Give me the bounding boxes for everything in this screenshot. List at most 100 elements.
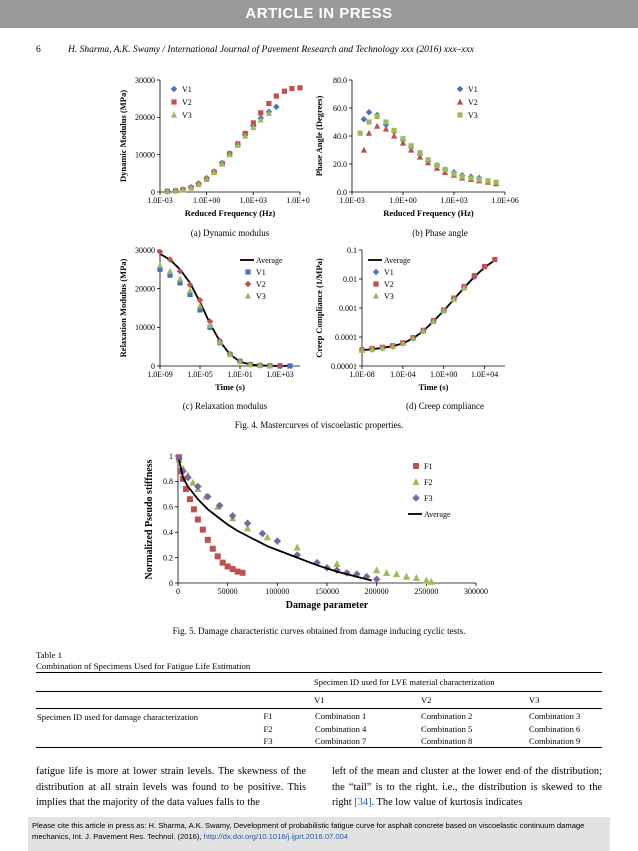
data-point-v2 — [382, 125, 390, 132]
data-point-f2 — [373, 566, 381, 574]
data-point-v2 — [276, 362, 284, 370]
y-axis-title: Dynamic Modulus (MPa) — [118, 90, 128, 182]
legend-label-v2: V2 — [384, 280, 394, 289]
data-point-v2 — [258, 110, 264, 116]
data-point-v1 — [273, 103, 280, 111]
figure-4-caption: Fig. 4. Mastercurves of viscoelastic pro… — [234, 420, 404, 430]
legend-label-average: Average — [424, 510, 451, 519]
legend-label-f3: F3 — [424, 494, 432, 503]
data-point-v3 — [196, 302, 204, 309]
data-point-v3 — [266, 362, 274, 369]
y-tick-label: 40.0 — [333, 132, 347, 141]
legend-label-v2: V2 — [256, 280, 266, 289]
data-point-v1 — [360, 115, 368, 123]
data-point-v2 — [373, 122, 381, 129]
data-point-v2 — [266, 100, 272, 107]
x-tick-label: 1.0E+00 — [430, 370, 457, 379]
data-point-v3 — [164, 187, 171, 194]
body-text-right: left of the mean and cluster at the lowe… — [332, 764, 602, 811]
data-point-f2 — [427, 577, 435, 585]
y-tick-label: 0.2 — [163, 553, 173, 562]
data-point-f1 — [186, 496, 193, 503]
y-tick-label: 0.8 — [163, 477, 173, 486]
x-tick-label: 1.0E+06 — [491, 196, 518, 205]
y-tick-label: 0 — [169, 579, 173, 588]
y-tick-label: 10000 — [135, 150, 155, 159]
legend-label-f1: F1 — [424, 462, 432, 471]
data-point-v3 — [246, 361, 254, 368]
table-group-header-row: Specimen ID used for LVE material charac… — [36, 672, 602, 692]
x-tick-label: 1.0E-05 — [187, 370, 213, 379]
data-point-v3 — [409, 334, 417, 341]
data-point-f3 — [258, 529, 267, 538]
reference-link-34[interactable]: [34] — [354, 797, 372, 808]
x-tick-label: 1.0E+03 — [266, 370, 293, 379]
data-point-f3 — [184, 473, 192, 482]
data-point-v3 — [425, 157, 431, 163]
data-point-v2 — [250, 120, 256, 126]
data-point-v2 — [196, 297, 204, 304]
legend-swatch-v1 — [372, 268, 380, 276]
table-row: F2 Combination 4 Combination 5 Combinati… — [36, 723, 602, 735]
legend-swatch-v1 — [245, 269, 251, 275]
x-tick-label: 1.0E+03 — [240, 196, 267, 205]
x-tick-label: 1.0E-04 — [390, 370, 416, 379]
data-point-v3 — [434, 162, 440, 168]
data-point-f1 — [219, 559, 226, 566]
data-point-v3 — [485, 178, 491, 184]
data-point-v3 — [257, 116, 264, 123]
data-point-v3 — [226, 351, 234, 357]
x-axis-title: Time (s) — [215, 382, 245, 392]
data-point-v1 — [167, 272, 173, 278]
y-tick-label: 20.0 — [333, 160, 347, 169]
data-point-v3 — [420, 327, 427, 334]
data-point-v2 — [471, 273, 477, 279]
data-point-f1 — [190, 506, 197, 513]
data-point-v3 — [166, 267, 174, 274]
data-point-f1 — [214, 553, 221, 560]
page-number: 6 — [36, 45, 41, 55]
data-point-v3 — [468, 175, 474, 181]
y-tick-label: 0.0 — [337, 188, 347, 197]
data-point-v3 — [256, 362, 264, 369]
data-point-v2 — [399, 139, 407, 146]
citation-box: Please cite this article in press as: H.… — [28, 817, 610, 851]
figure-5-caption: Fig. 5. Damage characteristic curves obt… — [172, 626, 466, 636]
x-tick-label: 1.0E-03 — [147, 196, 173, 205]
doi-link[interactable]: http://dx.doi.org/10.1016/j.ijprt.2016.0… — [203, 832, 349, 841]
x-tick-label: 1.0E+06 — [286, 196, 310, 205]
citation-text: Please cite this article in press as: H.… — [32, 821, 585, 841]
data-point-f3 — [313, 558, 321, 567]
chart-damage-characteristic: 0 50000 100000 150000 200000 250000 300000 0 0.2… — [144, 452, 488, 611]
legend-swatch-v2 — [373, 281, 379, 287]
data-point-v3 — [357, 130, 363, 136]
data-point-v3 — [187, 184, 195, 191]
legend-label-average: Average — [384, 256, 411, 265]
x-tick-label: 1.0E-01 — [227, 370, 253, 379]
data-point-v2 — [176, 268, 184, 275]
x-tick-label: 50000 — [218, 587, 238, 596]
data-point-v3 — [250, 124, 257, 131]
running-title: H. Sharma, A.K. Swamy / International Jo… — [68, 45, 474, 55]
data-point-v1 — [157, 266, 163, 272]
article-in-press-banner: ARTICLE IN PRESS — [0, 0, 638, 28]
x-tick-label: 1.0E-08 — [349, 370, 375, 379]
y-tick-label: 1 — [169, 452, 173, 461]
data-point-f3 — [175, 454, 183, 463]
x-tick-label: 100000 — [265, 587, 289, 596]
data-point-v3 — [417, 150, 423, 156]
data-point-f2 — [383, 568, 391, 576]
data-point-v3 — [216, 338, 224, 345]
data-point-f2 — [263, 533, 271, 541]
legend-swatch-v1 — [456, 85, 464, 93]
data-point-v3 — [226, 151, 233, 158]
data-point-v3 — [400, 136, 406, 142]
data-point-v3 — [383, 119, 389, 125]
x-tick-label: 300000 — [464, 587, 488, 596]
data-point-f1 — [182, 486, 189, 493]
data-point-f2 — [243, 524, 252, 532]
x-tick-label: 1.0E-03 — [339, 196, 365, 205]
data-point-v2 — [492, 256, 498, 263]
col-header-v1: V1 — [314, 695, 325, 705]
y-tick-label: 80.0 — [333, 76, 347, 85]
